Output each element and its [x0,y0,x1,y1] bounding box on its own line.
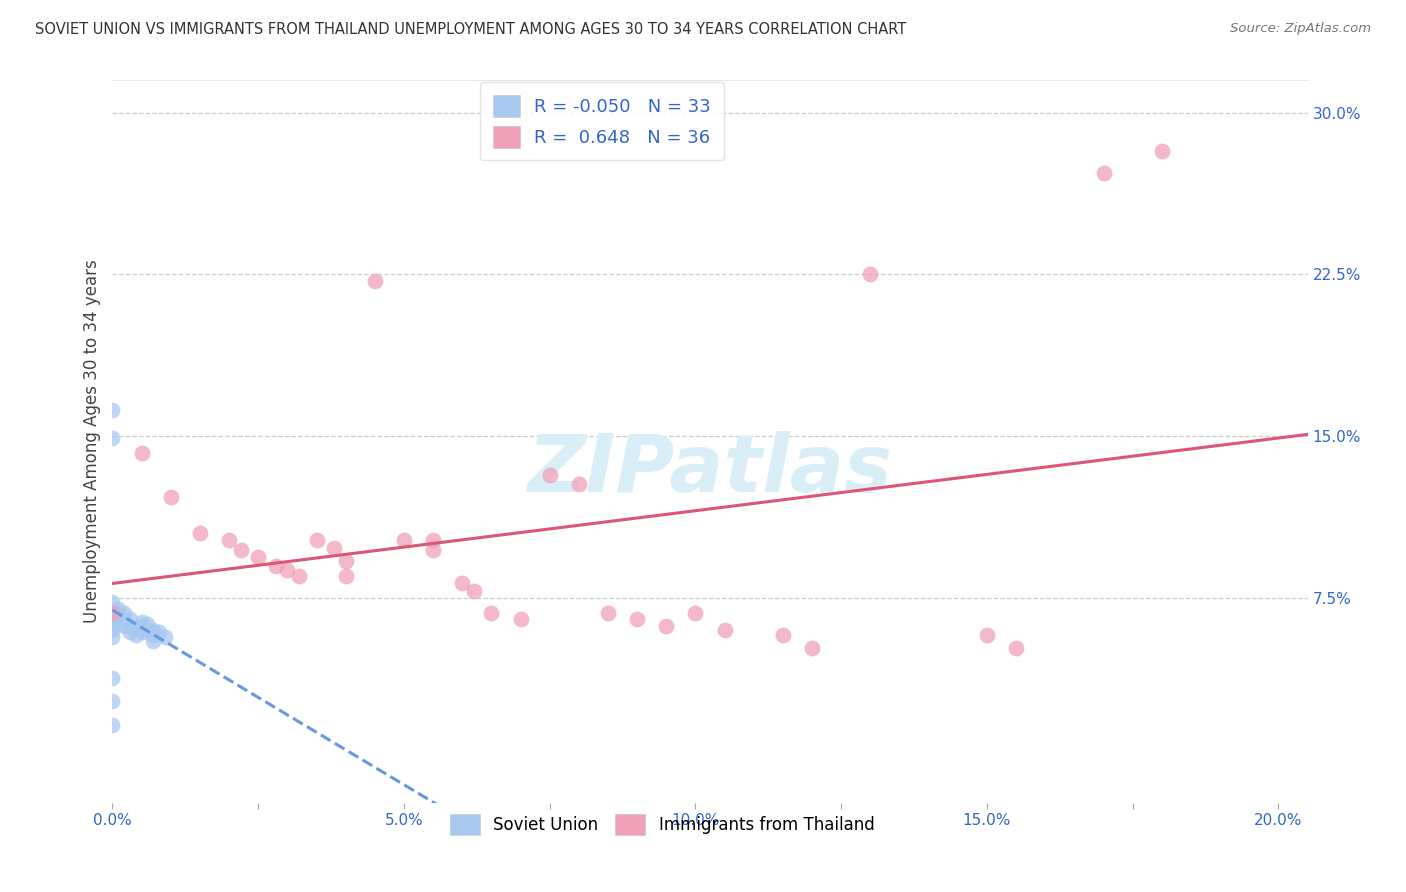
Point [131,615,153,629]
Point [112,606,135,620]
Point [101,403,124,417]
Y-axis label: Unemployment Among Ages 30 to 34 years: Unemployment Among Ages 30 to 34 years [83,260,101,624]
Point [142,624,165,638]
Point [101,630,124,644]
Point [218,533,240,547]
Point [976,627,998,641]
Point [101,694,124,708]
Text: Source: ZipAtlas.com: Source: ZipAtlas.com [1230,22,1371,36]
Point [148,625,170,640]
Point [801,640,824,655]
Point [323,541,346,556]
Point [713,624,735,638]
Point [118,625,141,640]
Point [772,627,794,641]
Legend: Soviet Union, Immigrants from Thailand: Soviet Union, Immigrants from Thailand [443,808,882,841]
Point [136,616,159,631]
Point [131,446,153,460]
Point [125,627,148,641]
Point [1150,145,1173,159]
Point [101,718,124,732]
Point [107,606,129,620]
Point [118,612,141,626]
Point [125,621,148,635]
Point [159,490,181,504]
Text: ZIPatlas: ZIPatlas [527,432,893,509]
Point [463,584,485,599]
Point [392,533,415,547]
Point [1005,640,1028,655]
Point [335,554,357,568]
Point [276,563,298,577]
Point [247,549,270,564]
Point [481,606,503,620]
Point [118,619,141,633]
Point [451,575,474,590]
Point [264,558,287,573]
Point [112,619,135,633]
Point [685,606,707,620]
Point [107,616,129,631]
Point [131,625,153,640]
Point [188,526,211,541]
Point [107,612,129,626]
Point [288,569,311,583]
Point [101,616,124,631]
Point [538,467,561,482]
Point [136,624,159,638]
Point [509,612,531,626]
Point [107,601,129,615]
Point [229,543,252,558]
Point [153,630,176,644]
Point [422,543,444,558]
Point [112,612,135,626]
Point [655,619,678,633]
Point [335,569,357,583]
Point [131,619,153,633]
Point [101,624,124,638]
Point [422,533,444,547]
Point [101,595,124,609]
Point [364,274,387,288]
Point [101,608,124,623]
Text: SOVIET UNION VS IMMIGRANTS FROM THAILAND UNEMPLOYMENT AMONG AGES 30 TO 34 YEARS : SOVIET UNION VS IMMIGRANTS FROM THAILAND… [35,22,907,37]
Point [1092,166,1115,180]
Point [101,671,124,685]
Point [101,612,124,626]
Point [859,268,882,282]
Point [596,606,619,620]
Point [101,606,124,620]
Point [305,533,328,547]
Point [142,634,165,648]
Point [626,612,648,626]
Point [568,476,591,491]
Point [101,431,124,445]
Point [142,627,165,641]
